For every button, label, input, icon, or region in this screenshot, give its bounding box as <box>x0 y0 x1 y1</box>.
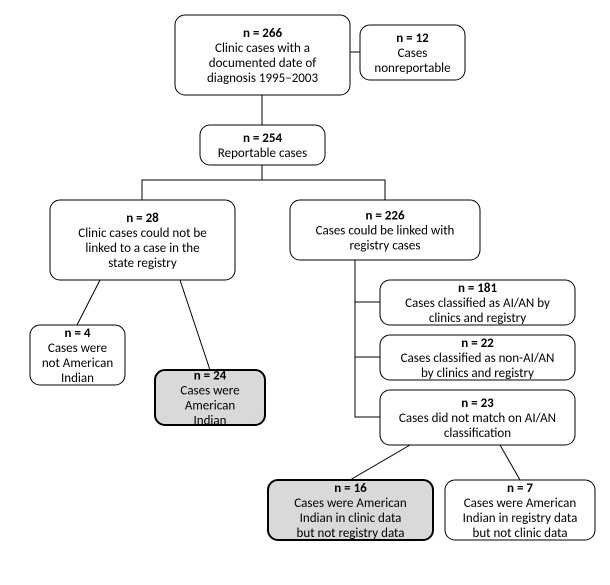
node-nomatch-line-1: classification <box>444 426 511 441</box>
node-notai-line-1: not American <box>42 356 113 371</box>
node-nomatch-n: n = 23 <box>461 396 494 411</box>
node-ai_registry-line-1: Indian in registry data <box>463 511 578 526</box>
node-wereai-line-1: American <box>185 399 236 414</box>
node-nomatch-line-0: Cases did not match on AI/AN <box>399 411 556 426</box>
node-reportable-line-0: Reportable cases <box>218 146 307 161</box>
node-notai-n: n = 4 <box>65 326 91 341</box>
node-ai_clinic-line-1: Indian in clinic data <box>300 511 402 526</box>
node-ai_clinic-line-0: Cases were American <box>294 496 407 511</box>
node-root: n = 266Clinic cases with adocumented dat… <box>175 15 350 95</box>
node-notlinked-n: n = 28 <box>126 211 159 226</box>
node-notlinked-line-1: linked to a case in the <box>85 241 199 256</box>
edge-nomatch-ai_clinic <box>350 445 410 480</box>
edge-linked-ai_both <box>355 260 380 302</box>
node-ai_both: n = 181Cases classified as AI/AN byclini… <box>380 280 575 326</box>
node-ai_both-line-1: clinics and registry <box>429 311 526 326</box>
edge-reportable-notlinked <box>142 165 262 200</box>
node-ai_registry: n = 7Cases were AmericanIndian in regist… <box>445 480 595 541</box>
node-ai_both-line-0: Cases classified as AI/AN by <box>405 296 550 311</box>
node-notlinked-line-0: Clinic cases could not be <box>78 226 206 241</box>
node-ai_clinic-n: n = 16 <box>334 481 367 496</box>
node-root-line-0: Clinic cases with a <box>215 41 310 56</box>
flowchart: n = 266Clinic cases with adocumented dat… <box>0 0 610 585</box>
edge-notlinked-notai <box>77 280 100 325</box>
node-notlinked: n = 28Clinic cases could not belinked to… <box>50 200 235 280</box>
node-nonai_both-line-0: Cases classified as non-AI/AN <box>401 351 555 366</box>
node-ai_clinic-line-2: but not registry data <box>297 526 405 541</box>
node-notai-line-2: Indian <box>61 371 94 386</box>
node-root-n: n = 266 <box>243 26 283 41</box>
node-nonai_both-line-1: by clinics and registry <box>421 366 534 381</box>
node-ai_registry-line-0: Cases were American <box>464 496 577 511</box>
node-reportable: n = 254Reportable cases <box>200 125 325 165</box>
node-wereai: n = 24Cases wereAmericanIndian <box>155 369 265 429</box>
node-nonai_both-n: n = 22 <box>461 336 494 351</box>
edge-linked-nonai_both <box>355 260 380 357</box>
edge-nomatch-ai_registry <box>500 445 520 480</box>
node-ai_both-n: n = 181 <box>458 281 498 296</box>
node-ai_registry-n: n = 7 <box>507 481 533 496</box>
edge-notlinked-wereai <box>180 280 210 370</box>
node-linked-line-0: Cases could be linked with <box>316 224 455 239</box>
node-linked-line-1: registry cases <box>350 239 421 254</box>
node-root-line-1: documented date of <box>209 56 316 71</box>
node-wereai-n: n = 24 <box>194 369 227 384</box>
node-notai: n = 4Cases werenot AmericanIndian <box>30 325 125 386</box>
node-nonai_both: n = 22Cases classified as non-AI/ANby cl… <box>380 335 575 381</box>
edge-reportable-linked <box>262 165 385 200</box>
node-nonrep-line-0: Cases <box>398 46 428 61</box>
node-root-line-2: diagnosis 1995–2003 <box>207 71 319 86</box>
node-nomatch: n = 23Cases did not match on AI/ANclassi… <box>380 390 575 445</box>
node-wereai-line-0: Cases were <box>180 384 239 399</box>
node-linked-n: n = 226 <box>365 209 405 224</box>
node-reportable-n: n = 254 <box>243 131 283 146</box>
node-nonrep: n = 12Casesnonreportable <box>360 25 465 80</box>
node-linked: n = 226Cases could be linked withregistr… <box>290 200 480 260</box>
node-wereai-line-2: Indian <box>194 414 227 429</box>
node-ai_clinic: n = 16Cases were AmericanIndian in clini… <box>268 480 433 541</box>
node-nonrep-n: n = 12 <box>396 31 429 46</box>
node-nonrep-line-1: nonreportable <box>374 61 450 76</box>
node-ai_registry-line-2: but not clinic data <box>472 526 567 541</box>
node-notai-line-0: Cases were <box>48 341 107 356</box>
edge-linked-nomatch <box>355 260 380 417</box>
node-notlinked-line-2: state registry <box>108 256 177 271</box>
